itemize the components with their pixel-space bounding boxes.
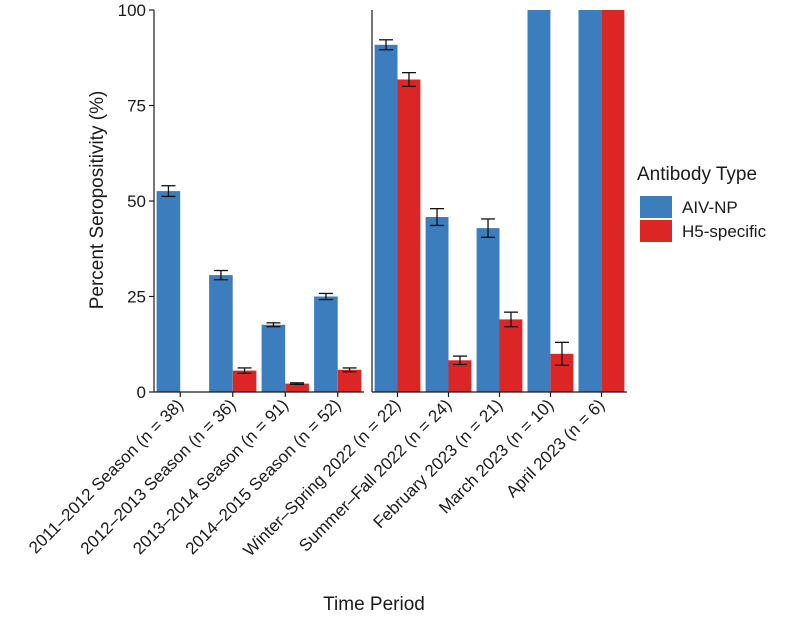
- axes-layer: 0 25 50 75 100: [118, 1, 627, 402]
- bar: [448, 360, 472, 392]
- bar: [397, 79, 421, 392]
- legend-label: H5-specific: [682, 222, 767, 241]
- y-tick-label: 25: [127, 288, 146, 307]
- labels-layer: 2011–2012 Season (n = 38)2012–2013 Seaso…: [25, 395, 608, 560]
- x-axis-title: Time Period: [323, 594, 425, 615]
- bar: [601, 10, 625, 392]
- y-tick-label: 100: [118, 1, 146, 20]
- bar: [425, 217, 449, 392]
- error-bars-layer: [161, 39, 569, 386]
- bar: [550, 353, 574, 392]
- bar: [337, 369, 362, 392]
- bars-layer: [156, 10, 625, 393]
- bar: [314, 296, 338, 392]
- bar: [527, 10, 551, 392]
- bar: [209, 275, 233, 392]
- y-tick-label: 75: [127, 97, 146, 116]
- x-tick-label: April 2023 (n = 6): [502, 395, 608, 501]
- bar: [285, 383, 309, 392]
- bar: [232, 370, 257, 392]
- bar: [499, 319, 523, 392]
- bar: [156, 191, 181, 392]
- bar: [578, 10, 602, 392]
- legend-swatch: [640, 220, 672, 242]
- legend-swatch: [640, 196, 672, 218]
- bar: [476, 228, 500, 392]
- bar: [261, 324, 286, 392]
- legend-label: AIV-NP: [682, 198, 738, 217]
- legend-title: Antibody Type: [637, 164, 757, 185]
- y-axis-title: Percent Seropositivity (%): [87, 91, 108, 310]
- legend: Antibody Type AIV-NP H5-specific: [637, 164, 767, 242]
- y-tick-label: 0: [137, 383, 146, 402]
- bar: [374, 44, 398, 393]
- y-tick-label: 50: [127, 192, 146, 211]
